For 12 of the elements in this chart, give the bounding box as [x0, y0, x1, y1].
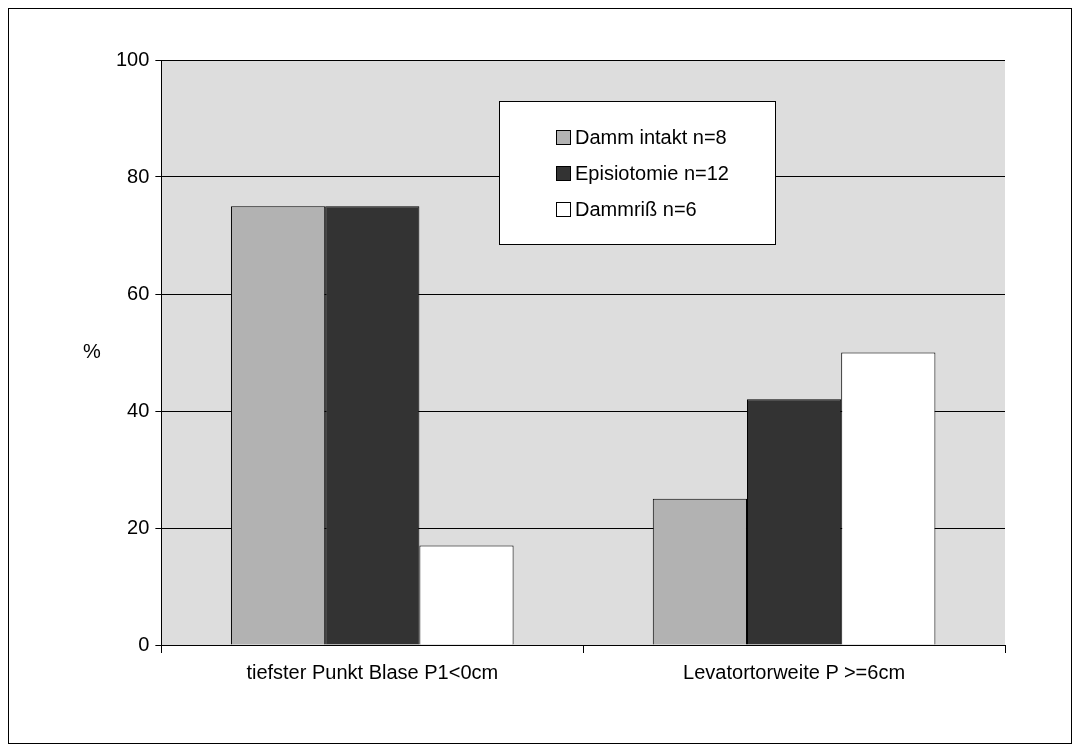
- y-tick-label: 80: [127, 164, 150, 187]
- legend-label: Episiotomie n=12: [575, 161, 729, 185]
- x-tick-label: tiefster Punkt Blase P1<0cm: [246, 660, 499, 683]
- y-tick-label: 40: [127, 398, 150, 421]
- legend-label: Damm intakt n=8: [575, 125, 727, 149]
- legend-label: Dammriß n=6: [575, 197, 697, 221]
- x-tick-label: Levatortorweite P >=6cm: [683, 660, 906, 683]
- y-tick-label: 100: [115, 47, 150, 70]
- y-tick-label: 20: [127, 515, 150, 538]
- y-tick-label: 0: [138, 632, 150, 655]
- y-tick-label: 60: [127, 281, 150, 304]
- y-axis-title: %: [83, 340, 102, 363]
